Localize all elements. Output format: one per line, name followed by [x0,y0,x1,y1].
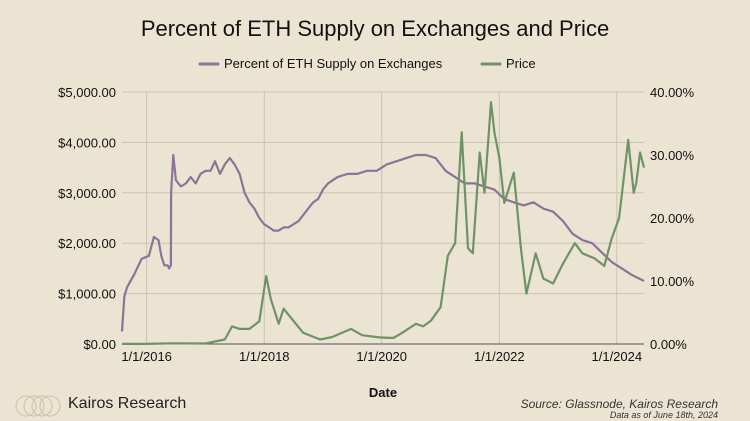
y-right-tick-label: 30.00% [650,148,695,163]
y-left-tick-label: $0.00 [83,337,116,352]
y-right-tick-label: 40.00% [650,85,695,100]
x-tick-label: 1/1/2018 [239,349,290,364]
y-left-tick-label: $4,000.00 [58,135,116,150]
y-right-tick-label: 10.00% [650,274,695,289]
legend-label: Percent of ETH Supply on Exchanges [224,56,443,71]
y-left-tick-label: $1,000.00 [58,287,116,302]
x-tick-label: 1/1/2024 [592,349,643,364]
source-note: Source: Glassnode, Kairos Research [520,397,718,411]
chart-title: Percent of ETH Supply on Exchanges and P… [140,16,610,41]
data-as-of-note: Data as of June 18th, 2024 [609,410,718,420]
eth-price-line [122,101,646,345]
y-left-tick-label: $5,000.00 [58,85,116,100]
x-tick-label: 1/1/2016 [121,349,172,364]
y-left-tick-label: $2,000.00 [58,236,116,251]
brand-name: Kairos Research [68,395,187,412]
brand-logo: Kairos Research [14,394,214,418]
y-right-tick-label: 0.00% [650,337,687,352]
x-tick-label: 1/1/2020 [356,349,407,364]
x-axis-label: Date [369,385,397,400]
y-right-tick-label: 20.00% [650,211,695,226]
overlapping-circles-icon [15,395,61,417]
legend-label: Price [506,56,536,71]
x-tick-label: 1/1/2022 [474,349,525,364]
y-left-tick-label: $3,000.00 [58,186,116,201]
exchange-supply-percent-line [120,153,645,332]
